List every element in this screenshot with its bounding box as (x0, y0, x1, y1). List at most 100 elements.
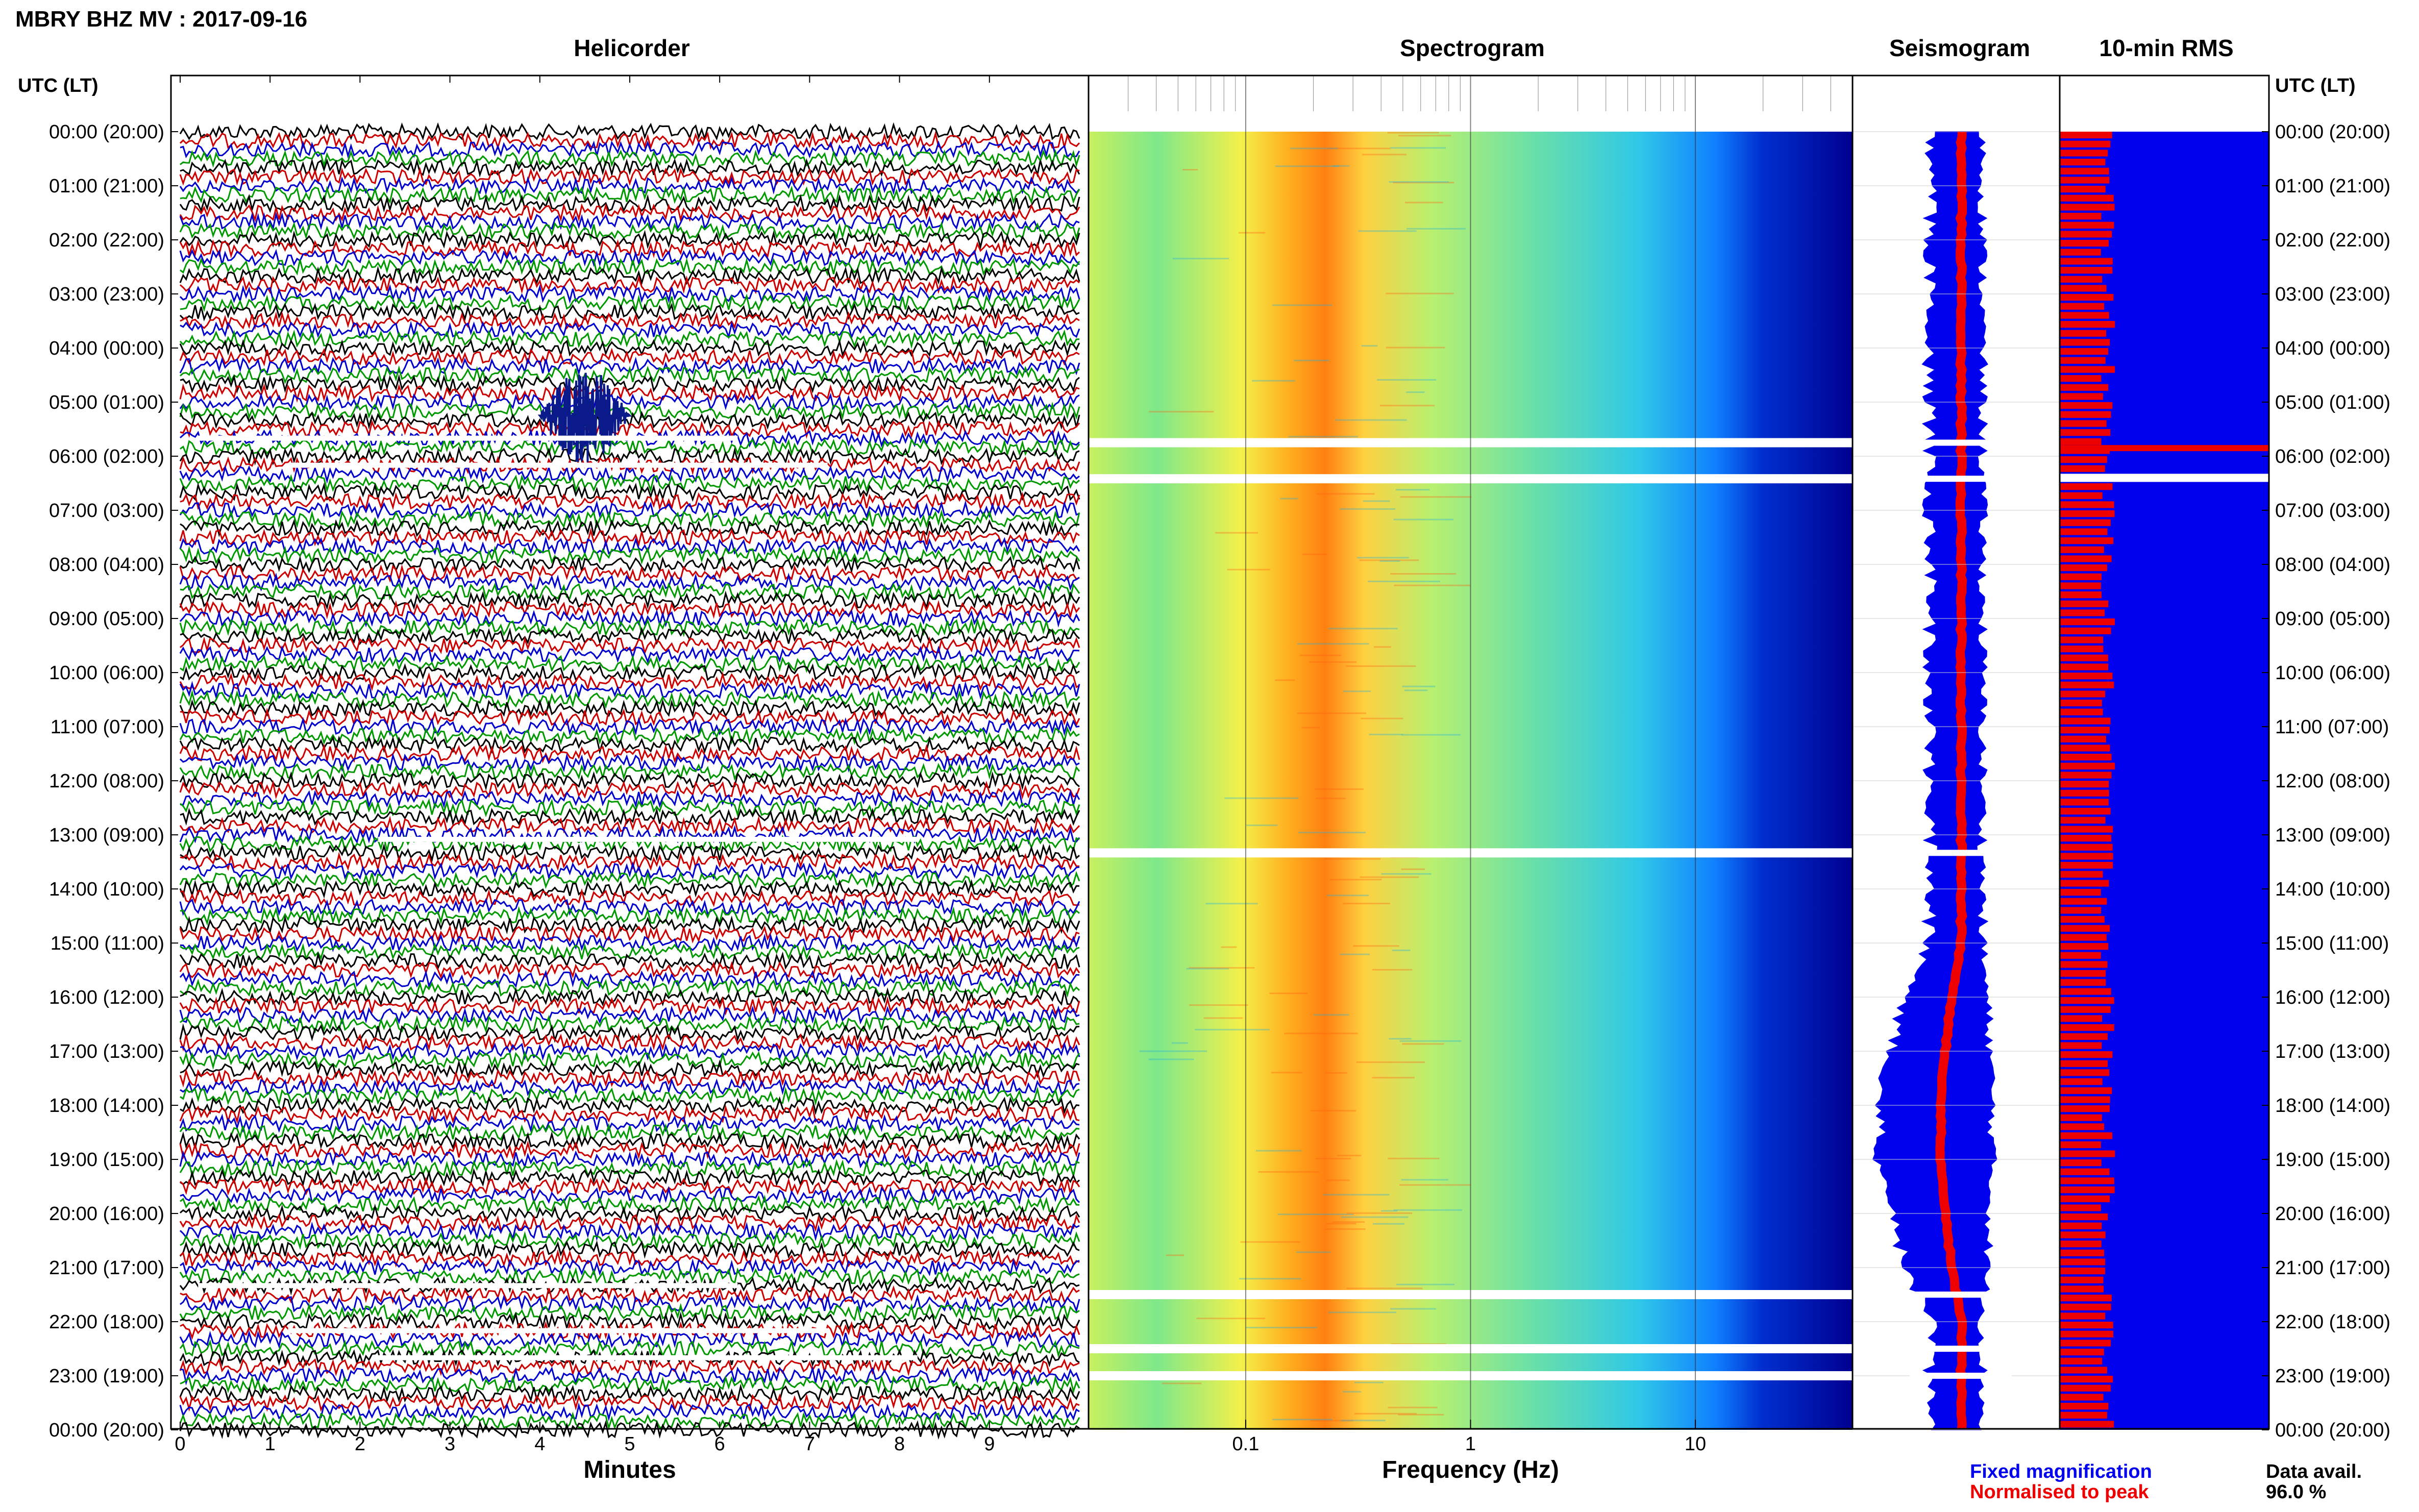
rms-normalised-bar (2060, 159, 2106, 166)
helicorder-trace (179, 329, 1080, 349)
time-label-left: 08:00 (04:00) (49, 554, 164, 576)
rms-normalised-bar (2060, 1141, 2101, 1148)
helicorder-trace (179, 383, 1080, 403)
spectrogram-streak (1393, 182, 1454, 184)
helicorder-gap (198, 435, 738, 441)
helicorder-trace (180, 582, 1080, 601)
rms-normalised-bar (2060, 1303, 2111, 1310)
seismogram-panel (1853, 131, 2060, 1430)
rms-normalised-bar (2060, 177, 2110, 184)
spectrogram-streak (1297, 712, 1366, 714)
helicorder-trace (180, 140, 1080, 159)
rms-normalised-bar (2060, 1330, 2113, 1337)
spectrogram-streak (1372, 1077, 1415, 1079)
spectrogram-streak (1381, 873, 1431, 875)
spectrogram-x-label: Frequency (Hz) (1382, 1456, 1559, 1483)
spectrogram-streak (1227, 568, 1270, 571)
rms-normalised-bar (2060, 1087, 2112, 1094)
x-axes: 0 1 2 3 4 5 6 7 8 9 Minutes 0.1 1 10 Frequency (Hz) (175, 1420, 1706, 1483)
spectrogram-streak (1340, 953, 1370, 955)
spectrogram-streak (1346, 665, 1416, 667)
rms-normalised-bar (2060, 925, 2110, 932)
helicorder-trace (180, 555, 1080, 574)
spectrogram-streak (1388, 1406, 1438, 1408)
spectrogram-streak (1189, 967, 1255, 969)
rms-normalised-bar (2060, 988, 2111, 995)
rms-normalised-bar (2060, 1411, 2107, 1419)
spectrogram-streak (1326, 1223, 1356, 1225)
spectrogram-streak (1369, 733, 1403, 735)
rms-normalised-bar (2060, 519, 2111, 526)
time-label-left: 14:00 (10:00) (49, 879, 164, 900)
rms-normalised-bar (2060, 979, 2106, 986)
rms-normalised-bar (2060, 1231, 2106, 1238)
spectrogram-streak (1372, 1223, 1404, 1225)
helicorder-trace (179, 221, 1080, 241)
rms-normalised-bar (2060, 582, 2101, 589)
rms-normalised-bar (2060, 1213, 2108, 1221)
time-label-left: 05:00 (01:00) (49, 392, 164, 413)
time-labels: 00:00 (20:00) 00:00 (20:00) 01:00 (21:00) 0… (49, 121, 2390, 1441)
rms-normalised-bar (2060, 1340, 2111, 1347)
helicorder-trace (180, 518, 1080, 539)
helicorder-trace (179, 1158, 1080, 1178)
rms-normalised-bar (2060, 762, 2115, 770)
helicorder-trace (179, 303, 1080, 322)
spectrogram-streak (1284, 1032, 1358, 1034)
helicorder-trace (179, 753, 1080, 773)
spectrogram-streak (1171, 1042, 1188, 1044)
spectrogram-streak (1186, 968, 1229, 970)
spectrogram-streak (1388, 1157, 1440, 1159)
time-label-left: 15:00 (11:00) (51, 933, 164, 954)
rms-normalised-bar (2060, 1285, 2104, 1293)
helicorder-trace (179, 266, 1080, 286)
spectrogram-streak (1361, 717, 1403, 720)
rms-normalised-bar (2060, 1276, 2104, 1283)
right-axis-label: UTC (LT) (2275, 75, 2356, 96)
helicorder-trace (179, 590, 1080, 611)
spectrogram-streak (1390, 573, 1457, 575)
rms-normalised-bar (2060, 1006, 2111, 1013)
spectrogram-streak (1360, 876, 1419, 878)
spectrogram-streak (1330, 879, 1382, 881)
spectrogram-streak (1196, 1318, 1266, 1320)
spectrogram-streak (1398, 1414, 1444, 1416)
rms-normalised-bar (2060, 303, 2105, 310)
helicorder-trace (179, 446, 1080, 466)
spectrogram-streak (1398, 135, 1451, 137)
time-label-left: 01:00 (21:00) (49, 176, 164, 197)
rms-normalised-bar (2060, 221, 2114, 229)
helicorder-panel (179, 76, 1080, 1440)
spectrogram-streak (1340, 1420, 1386, 1422)
rms-normalised-bar (2060, 961, 2108, 968)
spectrogram-streak (1162, 1382, 1202, 1384)
rms-normalised-bar (2060, 366, 2115, 373)
time-label-right: 17:00 (13:00) (2275, 1041, 2390, 1062)
time-label-right: 20:00 (16:00) (2275, 1203, 2390, 1225)
helicorder-trace (179, 771, 1080, 791)
rms-normalised-bar (2060, 862, 2113, 869)
figure-title: MBRY BHZ MV : 2017-09-16 (15, 7, 307, 32)
rms-normalised-bar (2060, 690, 2106, 698)
rms-normalised-bar (2060, 294, 2114, 301)
rms-normalised-bar (2060, 646, 2104, 653)
spectrogram-streak (1328, 628, 1398, 630)
helicorder-trace (180, 419, 1080, 439)
spectrogram-streak (1311, 1110, 1356, 1112)
rms-normalised-bar (2060, 258, 2113, 265)
rms-normalised-bar (2060, 411, 2111, 418)
spectrogram-streak (1195, 1029, 1270, 1031)
rms-normalised-bar (2060, 934, 2107, 941)
spectrogram-streak (1203, 1017, 1243, 1019)
rms-normalised-bar (2060, 132, 2112, 139)
helicorder-trace (180, 1321, 1080, 1341)
time-label-left: 06:00 (02:00) (49, 446, 164, 467)
spectrogram-streak (1381, 1210, 1398, 1212)
helicorder-trace (180, 1294, 1080, 1313)
helicorder-trace (179, 166, 1080, 186)
helicorder-trace (180, 707, 1080, 728)
helicorder-trace (180, 148, 1080, 169)
rms-normalised-bar (2060, 1241, 2102, 1248)
helicorder-trace (179, 572, 1080, 592)
helicorder-trace (179, 960, 1080, 980)
